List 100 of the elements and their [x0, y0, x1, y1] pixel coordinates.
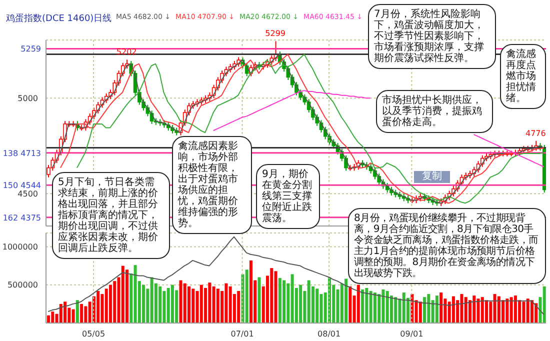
- bar: [113, 281, 116, 323]
- annotation: 5月下旬，节日各类需求结束，前期上涨的价格出现回落，并且部分指标顶背离的情况下，期价出现回调，不过供应紧张因素未改，期价回调后止跌反弹。: [52, 172, 170, 259]
- bar: [369, 290, 372, 323]
- bar: [142, 284, 146, 323]
- bar: [278, 278, 282, 323]
- bar: [485, 300, 488, 323]
- bar: [440, 292, 443, 323]
- bar: [96, 290, 100, 323]
- bar: [510, 297, 513, 323]
- bar: [208, 282, 212, 323]
- bar: [134, 265, 137, 323]
- bar: [460, 294, 464, 323]
- annotation: 市场担忧中长期供应，以及季节消费，提振鸡蛋价格走高。: [376, 90, 493, 133]
- bar: [212, 286, 216, 323]
- bar: [361, 289, 364, 323]
- bar: [427, 294, 430, 323]
- y-tick-label: 1000000: [2, 242, 38, 252]
- bar: [452, 296, 455, 323]
- bar: [472, 296, 476, 323]
- bar: [502, 300, 505, 323]
- bar: [534, 303, 538, 323]
- x-tick-label: 08/01: [318, 330, 341, 339]
- bar: [249, 260, 252, 323]
- y-tick-label: 5000: [18, 94, 38, 104]
- x-tick-label: 07/01: [230, 330, 254, 339]
- x-tick-label: 09/01: [400, 330, 424, 339]
- bar: [150, 277, 154, 323]
- ref-line-label: 162 4375: [2, 213, 41, 222]
- y-tick-label: 500000: [7, 280, 38, 290]
- bar: [224, 283, 228, 323]
- bar: [166, 288, 170, 323]
- bar: [80, 304, 84, 323]
- bar: [476, 298, 480, 323]
- bar: [418, 302, 422, 323]
- bar: [64, 302, 67, 323]
- bar: [365, 288, 368, 323]
- bar: [274, 271, 278, 323]
- bar: [104, 288, 108, 323]
- bar: [183, 283, 186, 323]
- annotation: 9月，期价在黄金分割线第三支撑位附近止跌震荡。: [256, 164, 320, 229]
- bar: [493, 294, 496, 323]
- bar: [402, 292, 406, 323]
- bar: [290, 274, 294, 323]
- bar: [348, 286, 352, 323]
- bar: [51, 312, 54, 323]
- bar: [200, 284, 203, 323]
- bar: [340, 283, 344, 323]
- bar: [435, 296, 438, 323]
- bar: [373, 292, 376, 323]
- bar: [47, 315, 50, 323]
- bar: [245, 270, 248, 323]
- bar: [316, 288, 319, 323]
- bar: [526, 298, 530, 323]
- bar: [522, 302, 526, 323]
- bar: [72, 309, 75, 323]
- bar: [480, 297, 484, 323]
- bar: [530, 300, 534, 323]
- bar: [514, 296, 517, 323]
- annotation: 复制: [414, 171, 450, 183]
- bar: [216, 288, 220, 323]
- bar: [121, 266, 124, 323]
- bar: [158, 286, 162, 323]
- bar: [356, 284, 360, 323]
- bar: [237, 290, 240, 323]
- bar: [423, 297, 426, 323]
- annotation: 5299: [265, 29, 286, 38]
- bar: [344, 278, 348, 323]
- bar: [307, 280, 310, 323]
- bar: [497, 296, 500, 323]
- annotation: 禽流感因素影响，市场外部积极性有限，出于对蛋鸡市场供应的担忧，鸡蛋期价维持偏强的形势。: [172, 136, 252, 234]
- bar: [162, 290, 166, 323]
- ref-line-label: 138 4713: [2, 148, 41, 158]
- annotation: 4776: [525, 128, 546, 138]
- bar: [542, 286, 546, 323]
- bar: [299, 284, 302, 323]
- bar: [506, 298, 509, 323]
- bar: [192, 288, 195, 323]
- x-tick-label: 05/05: [82, 330, 106, 339]
- bar: [108, 284, 112, 323]
- annotation: 8月份，鸡蛋现价继续攀升，不过期现背离，9月合约临近交割，8月下旬限仓30手令资金缺乏而离场，鸡蛋指数价格走跌，而主力1月合约的提前体现市场预期节后价格调整的预期。8月期价在资金离场的情况下出现破势下跌。: [348, 208, 546, 284]
- bar: [282, 280, 286, 323]
- bar: [59, 304, 62, 323]
- bar: [394, 297, 398, 323]
- ref-line-label: 5259: [20, 44, 41, 54]
- bar: [228, 286, 232, 323]
- bar: [258, 277, 261, 323]
- bar: [187, 286, 190, 323]
- bar: [386, 290, 389, 323]
- ref-line-label: 150 4544: [2, 181, 41, 190]
- bar: [170, 284, 174, 323]
- chart-title: 鸡蛋指数(DCE 1460)日线: [6, 12, 112, 25]
- bar: [179, 280, 182, 323]
- y-tick-label: 4500: [18, 189, 38, 198]
- bar: [76, 300, 79, 323]
- bar: [126, 270, 129, 323]
- bar: [464, 297, 468, 323]
- annotation: 禽流感再度点燃市场担忧情绪。: [500, 44, 546, 109]
- bar: [382, 289, 385, 323]
- annotation: 7月份，系统性风险影响下，鸡蛋波动幅度加大，不过季节性因素影响下，市场看涨预期浓厚，支撑期价震荡试探性反弹。: [368, 4, 496, 69]
- bar: [270, 268, 274, 323]
